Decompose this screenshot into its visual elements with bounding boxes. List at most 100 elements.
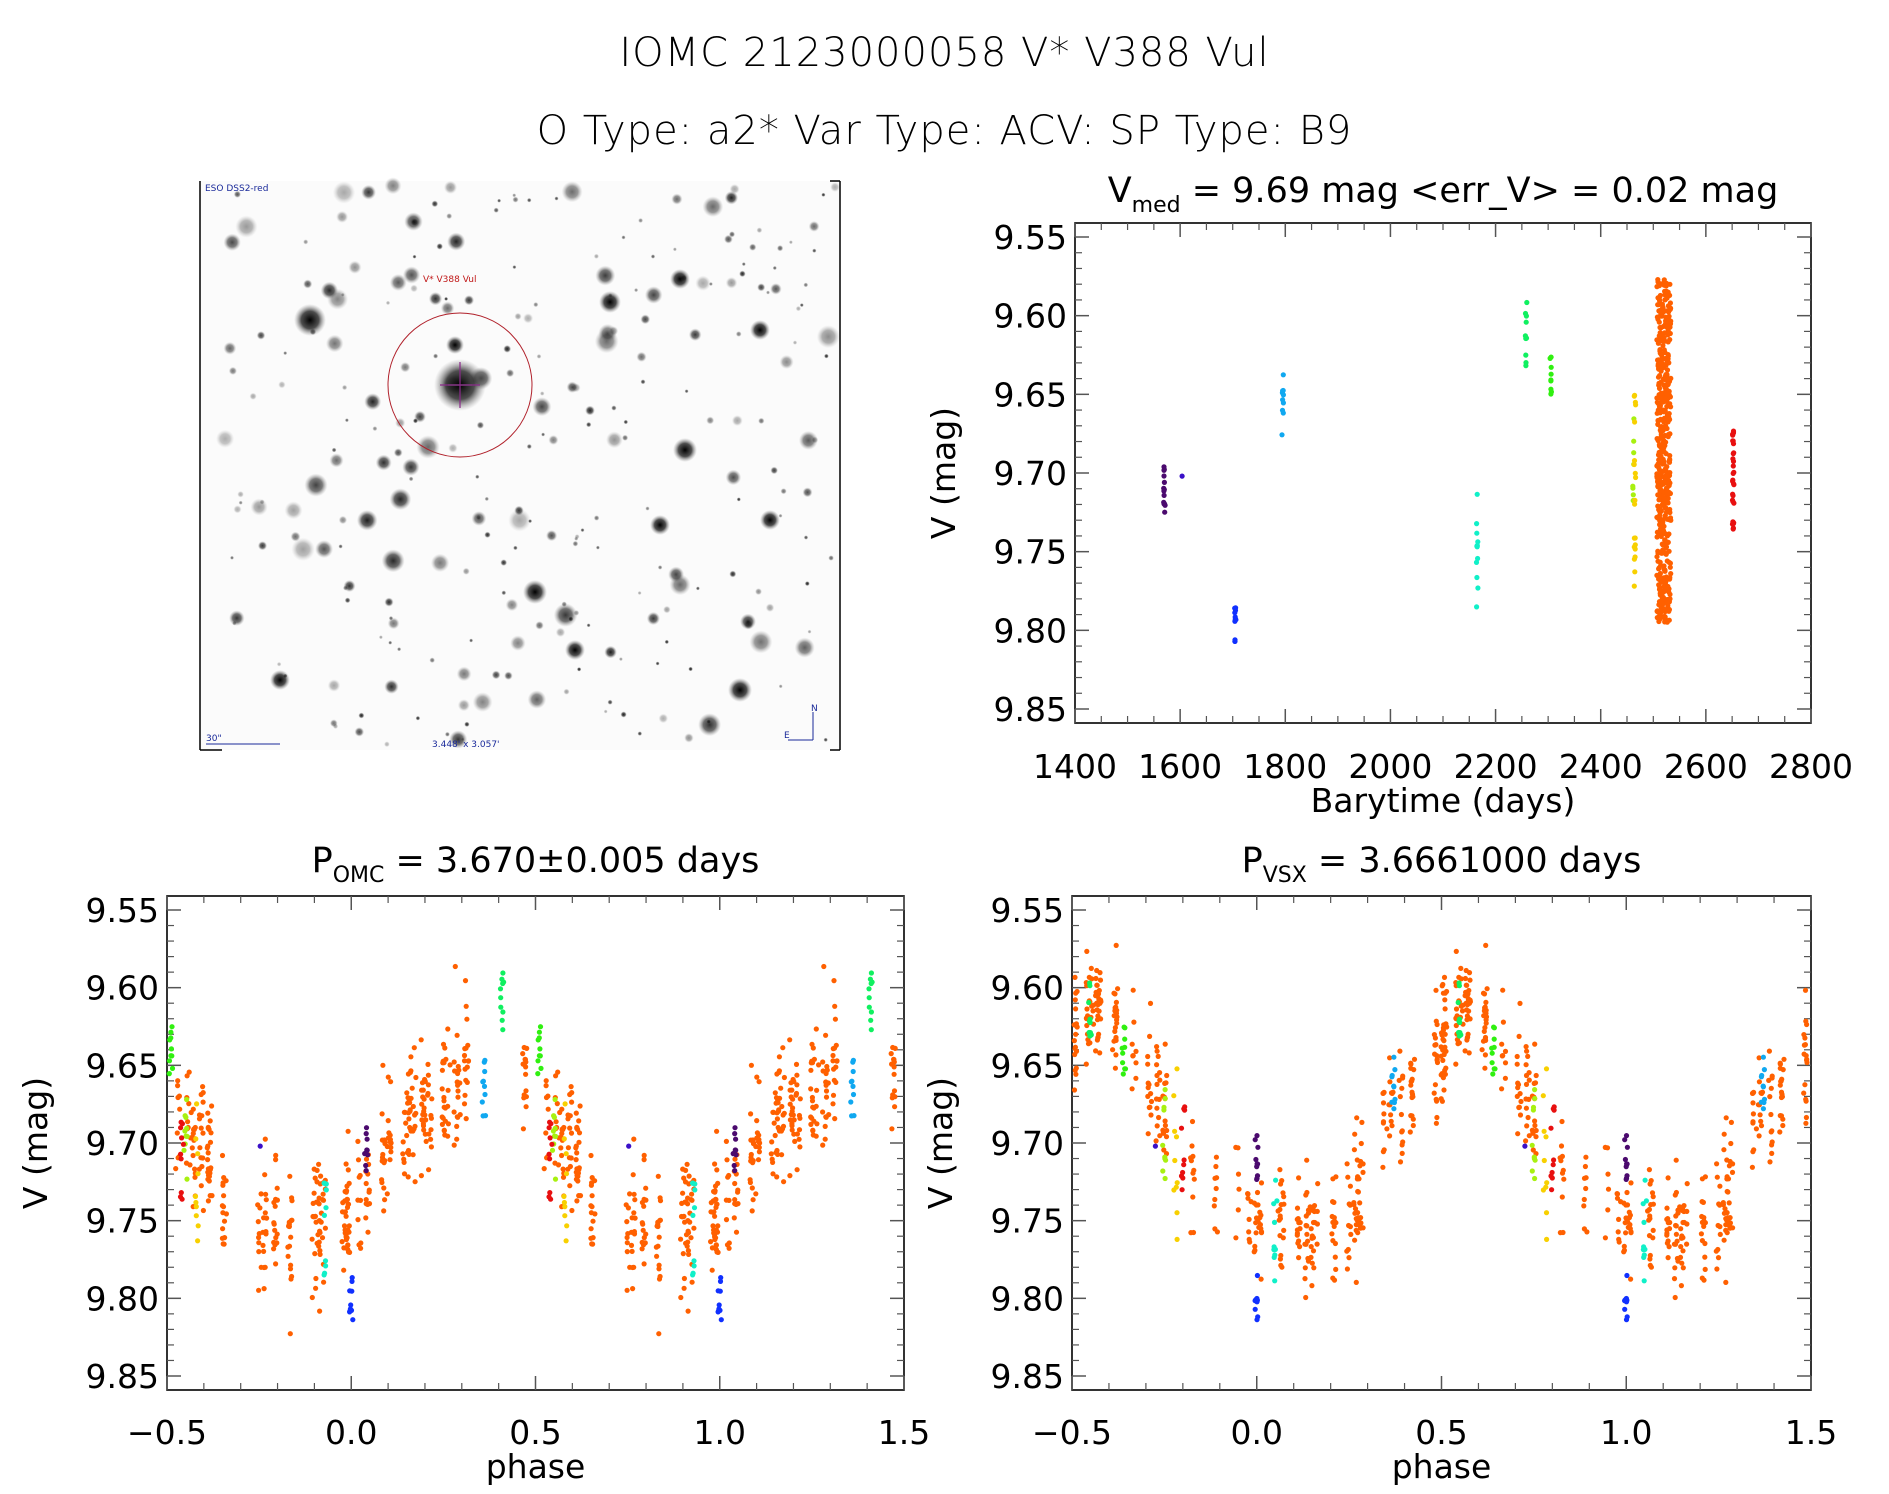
star bbox=[706, 416, 715, 425]
data-point bbox=[573, 1176, 580, 1182]
data-point bbox=[1623, 1133, 1630, 1139]
data-point bbox=[1145, 1131, 1151, 1137]
data-point bbox=[1162, 1118, 1168, 1124]
data-point bbox=[689, 1191, 695, 1197]
data-point bbox=[1391, 1054, 1397, 1060]
data-point bbox=[1355, 1189, 1361, 1195]
data-point bbox=[631, 1229, 638, 1235]
data-point bbox=[1271, 1219, 1278, 1225]
data-point bbox=[780, 1045, 786, 1051]
data-point bbox=[1662, 288, 1668, 294]
data-point bbox=[1724, 1157, 1730, 1163]
data-point bbox=[349, 1288, 355, 1294]
data-point bbox=[1662, 614, 1668, 620]
data-point bbox=[1433, 1042, 1439, 1048]
data-point bbox=[499, 976, 505, 982]
star bbox=[526, 197, 532, 203]
data-point bbox=[1111, 990, 1117, 996]
data-point bbox=[1657, 570, 1663, 577]
data-point bbox=[1662, 531, 1668, 537]
data-point bbox=[813, 1026, 819, 1032]
data-point bbox=[755, 1157, 762, 1163]
data-point bbox=[1441, 1022, 1447, 1028]
data-point bbox=[565, 1112, 571, 1118]
star bbox=[816, 325, 840, 349]
data-point bbox=[1466, 1008, 1472, 1014]
data-point bbox=[411, 1045, 417, 1051]
data-point bbox=[1801, 1090, 1807, 1096]
data-point bbox=[1277, 1213, 1283, 1219]
data-point bbox=[355, 1157, 362, 1163]
data-point bbox=[194, 1101, 200, 1107]
data-point bbox=[1331, 1223, 1337, 1229]
data-point bbox=[1662, 505, 1668, 511]
data-point bbox=[1254, 1173, 1261, 1179]
data-point bbox=[537, 1046, 543, 1052]
data-point bbox=[589, 1180, 595, 1186]
data-point bbox=[560, 1126, 566, 1133]
star bbox=[585, 405, 595, 416]
data-point bbox=[205, 1124, 211, 1130]
data-point bbox=[1453, 1022, 1459, 1029]
data-point bbox=[421, 1127, 427, 1133]
data-point bbox=[349, 1278, 355, 1284]
data-point bbox=[1352, 1237, 1358, 1243]
data-point bbox=[451, 1109, 457, 1115]
data-point bbox=[1759, 1089, 1766, 1095]
data-point bbox=[1133, 1060, 1139, 1066]
star bbox=[230, 555, 234, 560]
star bbox=[456, 666, 472, 682]
data-point bbox=[323, 1181, 329, 1187]
x-tick-label: −0.5 bbox=[1032, 1413, 1112, 1452]
data-point bbox=[1489, 1045, 1495, 1051]
star bbox=[361, 184, 376, 200]
data-point bbox=[823, 1088, 830, 1094]
data-point bbox=[681, 1285, 687, 1291]
data-point bbox=[1160, 1168, 1166, 1174]
data-point bbox=[317, 1251, 323, 1257]
data-point bbox=[552, 1096, 558, 1103]
data-point bbox=[1660, 481, 1666, 487]
data-point bbox=[562, 1101, 568, 1107]
data-point bbox=[1094, 1001, 1100, 1007]
data-point bbox=[687, 1219, 693, 1225]
data-point bbox=[1663, 472, 1669, 478]
data-point bbox=[1664, 308, 1670, 314]
data-point bbox=[726, 1240, 732, 1246]
data-point bbox=[679, 1214, 686, 1220]
plot-frame bbox=[1074, 222, 1812, 724]
data-point bbox=[549, 1147, 556, 1153]
star bbox=[448, 443, 458, 453]
data-point bbox=[1632, 501, 1638, 507]
data-point bbox=[1517, 1112, 1524, 1118]
data-point bbox=[1768, 1111, 1774, 1118]
star bbox=[595, 265, 616, 286]
data-point bbox=[810, 1045, 816, 1051]
data-point bbox=[482, 1113, 489, 1119]
data-point bbox=[1179, 1187, 1185, 1193]
data-point bbox=[263, 1197, 269, 1203]
star bbox=[803, 535, 809, 540]
data-point bbox=[263, 1191, 269, 1197]
data-point bbox=[788, 1111, 794, 1118]
data-point bbox=[1684, 1241, 1690, 1247]
data-point bbox=[1646, 1217, 1652, 1223]
y-tick-label: 9.85 bbox=[994, 690, 1067, 729]
x-tick-label: 1.0 bbox=[694, 1413, 746, 1452]
data-point bbox=[691, 1225, 697, 1231]
data-point bbox=[792, 1138, 798, 1144]
star bbox=[664, 639, 669, 645]
star bbox=[237, 491, 244, 498]
star bbox=[794, 637, 815, 658]
data-point bbox=[318, 1173, 324, 1179]
data-point bbox=[643, 1185, 649, 1191]
data-point bbox=[554, 1101, 560, 1107]
data-point bbox=[1526, 1077, 1532, 1083]
data-point bbox=[1072, 974, 1078, 981]
data-point bbox=[574, 1150, 580, 1156]
data-point bbox=[207, 1170, 213, 1176]
data-point bbox=[588, 1152, 594, 1159]
data-point bbox=[321, 1272, 327, 1278]
data-point bbox=[1660, 305, 1666, 311]
data-point bbox=[1664, 1232, 1670, 1238]
